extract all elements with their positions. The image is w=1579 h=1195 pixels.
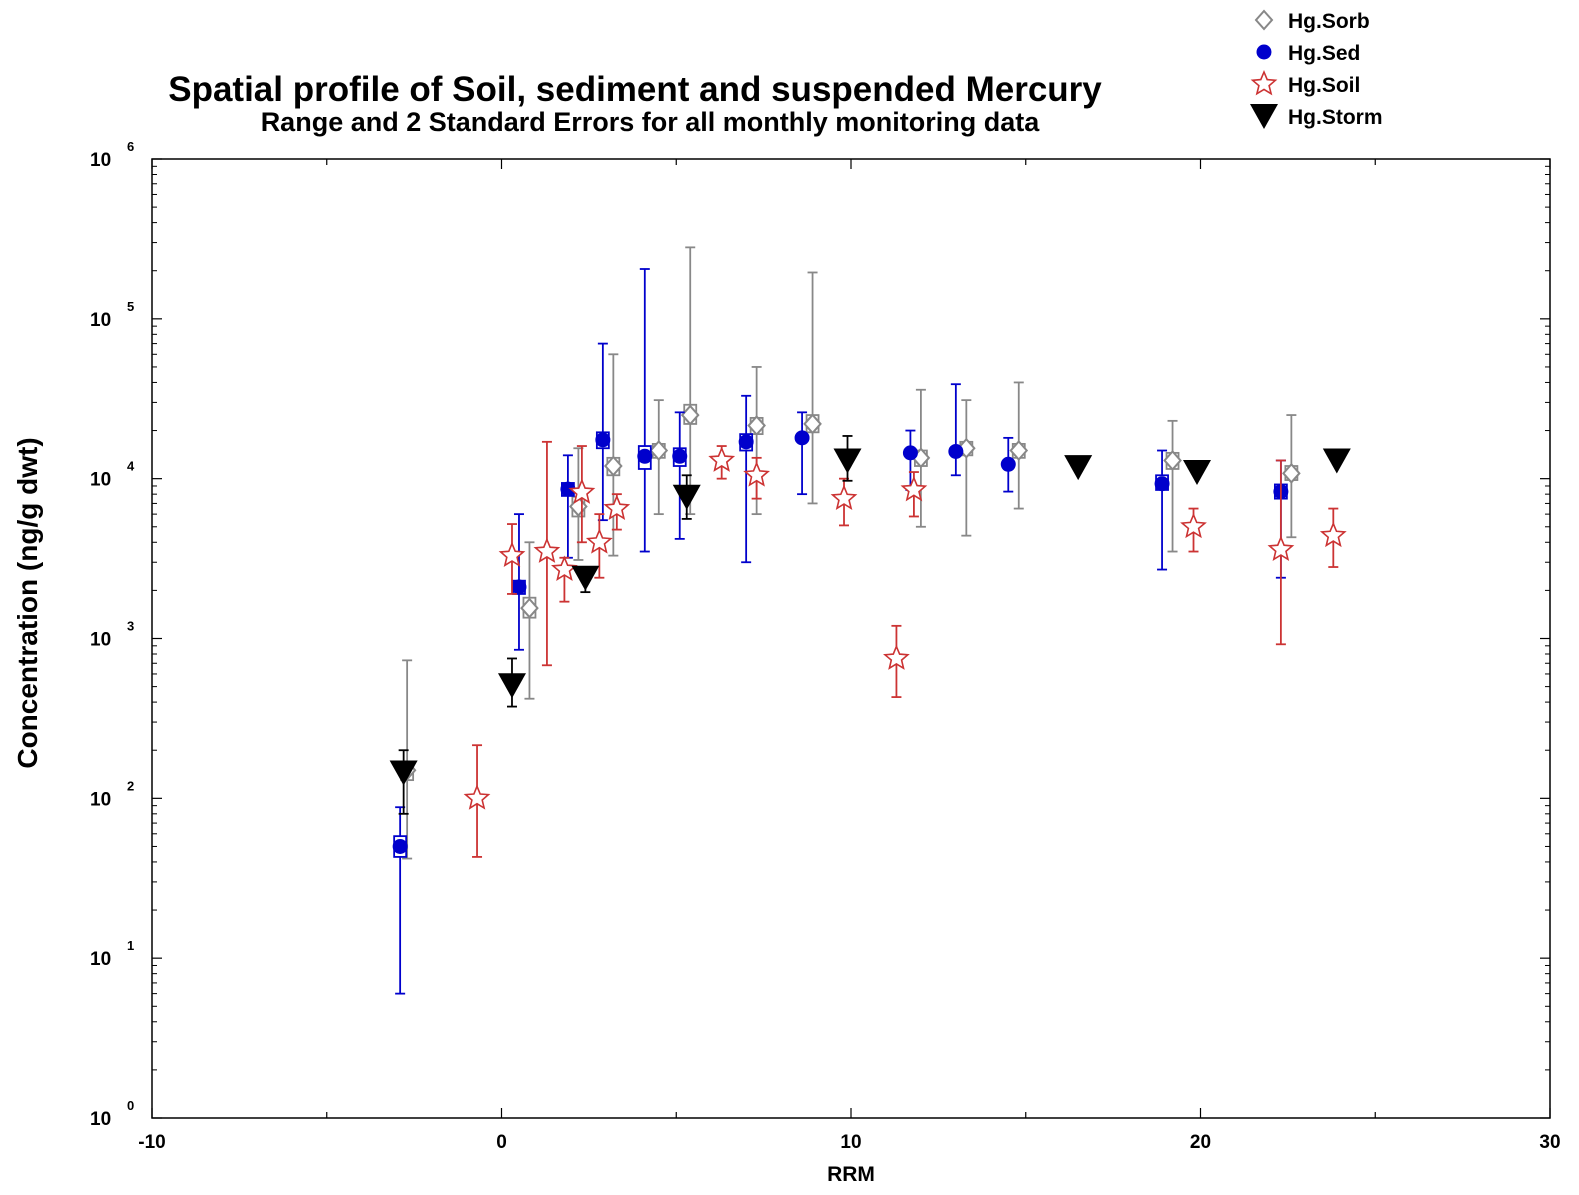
data-point [520, 597, 539, 619]
legend-marker [1254, 9, 1274, 31]
legend-marker [1250, 104, 1278, 129]
y-tick-label-base: 10 [90, 789, 111, 810]
data-point [463, 784, 491, 810]
y-tick-label-base: 10 [90, 150, 111, 171]
data-marks [389, 246, 1351, 995]
y-tick-label-base: 10 [90, 949, 111, 970]
data-point [672, 484, 701, 510]
y-tick-label-exponent: 3 [127, 619, 134, 634]
data-point [392, 838, 408, 854]
data-point [900, 475, 928, 502]
series-hg-soil [463, 440, 1347, 858]
data-point [1064, 455, 1093, 481]
data-point [1163, 449, 1182, 471]
series-hg-sed [392, 268, 1289, 995]
y-axis-label: Concentration (ng/g dwt) [12, 437, 43, 768]
data-point [1319, 521, 1347, 548]
x-tick-label: -10 [138, 1132, 165, 1153]
y-tick-label-exponent: 0 [127, 1098, 134, 1113]
data-point [794, 430, 810, 446]
data-point [568, 478, 596, 504]
data-point [883, 644, 910, 670]
data-point [803, 413, 822, 435]
legend-marker [1256, 44, 1272, 60]
y-tick-label-exponent: 5 [127, 299, 134, 314]
y-tick-label-base: 10 [90, 630, 111, 651]
data-point [533, 537, 561, 563]
data-point [948, 443, 964, 459]
plot-frame [151, 158, 1551, 1119]
data-point [833, 448, 862, 474]
y-tick-label-exponent: 2 [127, 778, 134, 793]
y-tick-label-exponent: 6 [127, 139, 134, 154]
data-point [585, 528, 613, 554]
y-tick-label-base: 10 [90, 310, 111, 331]
data-point [672, 448, 688, 464]
y-tick-label-base: 10 [90, 470, 111, 491]
data-point [680, 404, 700, 426]
data-point [511, 579, 527, 595]
y-tick-label-exponent: 4 [127, 459, 135, 474]
legend-label: Hg.Storm [1288, 106, 1383, 129]
y-axis: 10 0 10 1 10 2 10 3 10 4 10 5 10 6 [90, 139, 1550, 1130]
data-point [902, 445, 918, 461]
data-point [1180, 512, 1207, 539]
chart-subtitle: Range and 2 Standard Errors for all mont… [261, 107, 1041, 137]
data-point [637, 448, 653, 464]
data-point [571, 565, 600, 591]
data-point [595, 432, 611, 448]
y-tick-label-base: 10 [90, 1109, 111, 1130]
data-point [1322, 448, 1351, 474]
x-tick-label: 0 [496, 1132, 507, 1153]
legend-label: Hg.Sorb [1288, 10, 1370, 33]
data-point [1183, 460, 1212, 486]
data-point [497, 673, 526, 699]
series-hg-sorb [397, 246, 1301, 860]
y-tick-label-exponent: 1 [127, 938, 134, 953]
legend-label: Hg.Soil [1288, 74, 1360, 97]
data-point [604, 455, 623, 477]
series-hg-storm [389, 435, 1351, 815]
data-point [747, 415, 766, 437]
data-point [1267, 535, 1295, 561]
data-point [603, 494, 631, 520]
data-point [649, 440, 669, 462]
legend-marker [1250, 69, 1278, 96]
x-tick-label: 30 [1539, 1132, 1560, 1153]
data-point [1154, 476, 1170, 492]
data-point [708, 446, 736, 472]
x-axis: -10 0 10 20 30 [138, 159, 1561, 1153]
x-axis-label: RRM [827, 1163, 875, 1186]
legend: Hg.Sorb Hg.Sed Hg.Soil Hg.Storm [1250, 9, 1383, 129]
data-point [389, 760, 418, 786]
data-point [1000, 456, 1016, 472]
data-point [830, 484, 858, 510]
chart-title: Spatial profile of Soil, sediment and su… [168, 70, 1102, 109]
data-point [498, 541, 526, 567]
legend-label: Hg.Sed [1288, 42, 1360, 65]
data-point [1282, 462, 1301, 484]
data-point [560, 481, 576, 497]
data-point [551, 555, 578, 581]
data-point [738, 434, 754, 450]
x-tick-label: 20 [1190, 1132, 1211, 1153]
data-point [743, 461, 770, 487]
data-point [1009, 440, 1029, 462]
x-tick-label: 10 [840, 1132, 861, 1153]
